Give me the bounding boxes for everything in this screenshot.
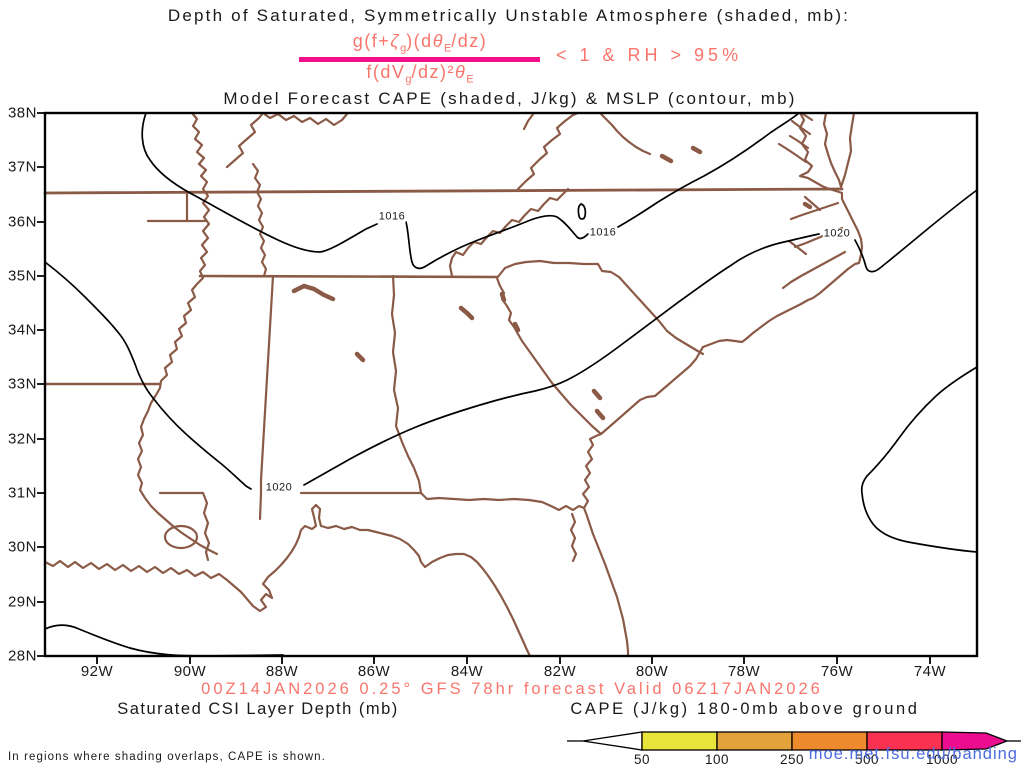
contour-label: 1016 — [377, 210, 407, 223]
ga-al-border — [390, 274, 423, 495]
lat-label: 29N — [7, 593, 37, 611]
colorbar-tick-label: 250 — [779, 752, 805, 767]
tn-nc-border — [448, 187, 570, 278]
formula-condition: < 1 & RH > 95% — [556, 45, 743, 65]
lon-label: 88W — [265, 663, 299, 680]
ohio-river — [225, 111, 349, 169]
lat-label: 34N — [7, 321, 37, 339]
geography-lines — [43, 111, 864, 658]
colorbar-seg-2 — [716, 731, 793, 751]
virginia-tributaries — [777, 112, 814, 164]
contour-label: 1016 — [588, 226, 618, 239]
lat-ticks — [37, 112, 45, 657]
contour-closed-small — [577, 203, 587, 220]
lat-label: 31N — [7, 484, 37, 502]
lat-label: 30N — [7, 538, 37, 556]
page-subtitle: Model Forecast CAPE (shaded, J/kg) & MSL… — [223, 89, 797, 108]
mississippi-river — [136, 111, 219, 556]
contour-label: 1020 — [264, 481, 294, 494]
contour-1020-tail — [854, 189, 978, 273]
lat-label: 28N — [7, 647, 37, 665]
delmarva-peninsula — [822, 111, 856, 189]
formula-fraction-bar — [299, 57, 540, 62]
lon-label: 74W — [913, 663, 947, 680]
contour-label: 1020 — [822, 227, 852, 240]
lon-label: 76W — [820, 663, 854, 680]
lat-label: 38N — [7, 104, 37, 122]
st-johns-river — [569, 512, 578, 563]
colorbar-seg-over — [941, 731, 1009, 751]
cape-colorbar-title: CAPE (J/kg) 180-0mb above ground — [570, 700, 920, 718]
colorbar-tick-label: 1000 — [925, 752, 959, 767]
mslp-contours — [44, 112, 978, 657]
savannah-river — [495, 276, 603, 436]
forecast-init-line: 00Z14JAN2026 0.25° GFS 78hr forecast Val… — [201, 680, 823, 698]
lakes — [291, 145, 813, 421]
tennessee-river — [251, 162, 268, 278]
north-border-36n — [43, 187, 844, 195]
lon-label: 80W — [635, 663, 669, 680]
lon-label: 78W — [727, 663, 761, 680]
tn-south-border-35n — [198, 274, 499, 279]
page-title: Depth of Saturated, Symmetrically Unstab… — [167, 6, 851, 25]
ms-al-border — [258, 274, 275, 521]
colorbar-tick-label: 500 — [854, 752, 880, 767]
contour-atlantic — [860, 366, 978, 553]
formula-numerator: g(f+ζg)(dθE/dz) — [352, 31, 488, 55]
lon-label: 90W — [173, 663, 207, 680]
lon-label: 84W — [450, 663, 484, 680]
cape-colorbar — [567, 731, 1021, 751]
lat-label: 36N — [7, 213, 37, 231]
colorbar-tick-label: 50 — [633, 752, 651, 767]
ky-va-border — [516, 111, 652, 191]
lat-label: 32N — [7, 430, 37, 448]
ms-la-border — [158, 491, 211, 562]
lat-label: 33N — [7, 375, 37, 393]
gulf-coastline — [43, 503, 532, 658]
formula-denominator: f(dVg/dz)²θE — [366, 62, 474, 86]
contour-1016-mid — [405, 214, 589, 270]
contour-1016-east — [617, 112, 800, 228]
overlap-note: In regions where shading overlaps, CAPE … — [8, 751, 326, 763]
contour-gulf-low — [44, 624, 284, 657]
colorbar-seg-under — [582, 731, 643, 751]
atlantic-coastline — [581, 192, 864, 510]
colorbar-tick-label: 100 — [704, 752, 730, 767]
contour-1016-west — [141, 112, 378, 253]
lon-label: 82W — [543, 663, 577, 680]
lake-pontchartrain — [163, 524, 199, 550]
nc-sounds — [781, 195, 847, 290]
florida-east-coast — [582, 506, 630, 658]
lon-label: 86W — [357, 663, 391, 680]
chesapeake-west-shore — [798, 111, 844, 195]
nc-sc-border — [495, 259, 705, 356]
map-frame — [37, 111, 979, 664]
csi-colorbar-title: Saturated CSI Layer Depth (mb) — [117, 700, 399, 718]
lat-label: 35N — [7, 267, 37, 285]
contour-1020-southwest — [44, 261, 252, 490]
contour-1020-northeast — [303, 233, 820, 486]
lon-label: 92W — [80, 663, 114, 680]
fl-north-border — [299, 491, 586, 512]
missouri-bootheel — [146, 191, 207, 223]
website-link[interactable]: moe.met.fsu.edu/banding — [808, 745, 1018, 763]
colorbar-seg-1 — [641, 731, 718, 751]
lon-ticks — [96, 656, 931, 664]
lat-label: 37N — [7, 158, 37, 176]
